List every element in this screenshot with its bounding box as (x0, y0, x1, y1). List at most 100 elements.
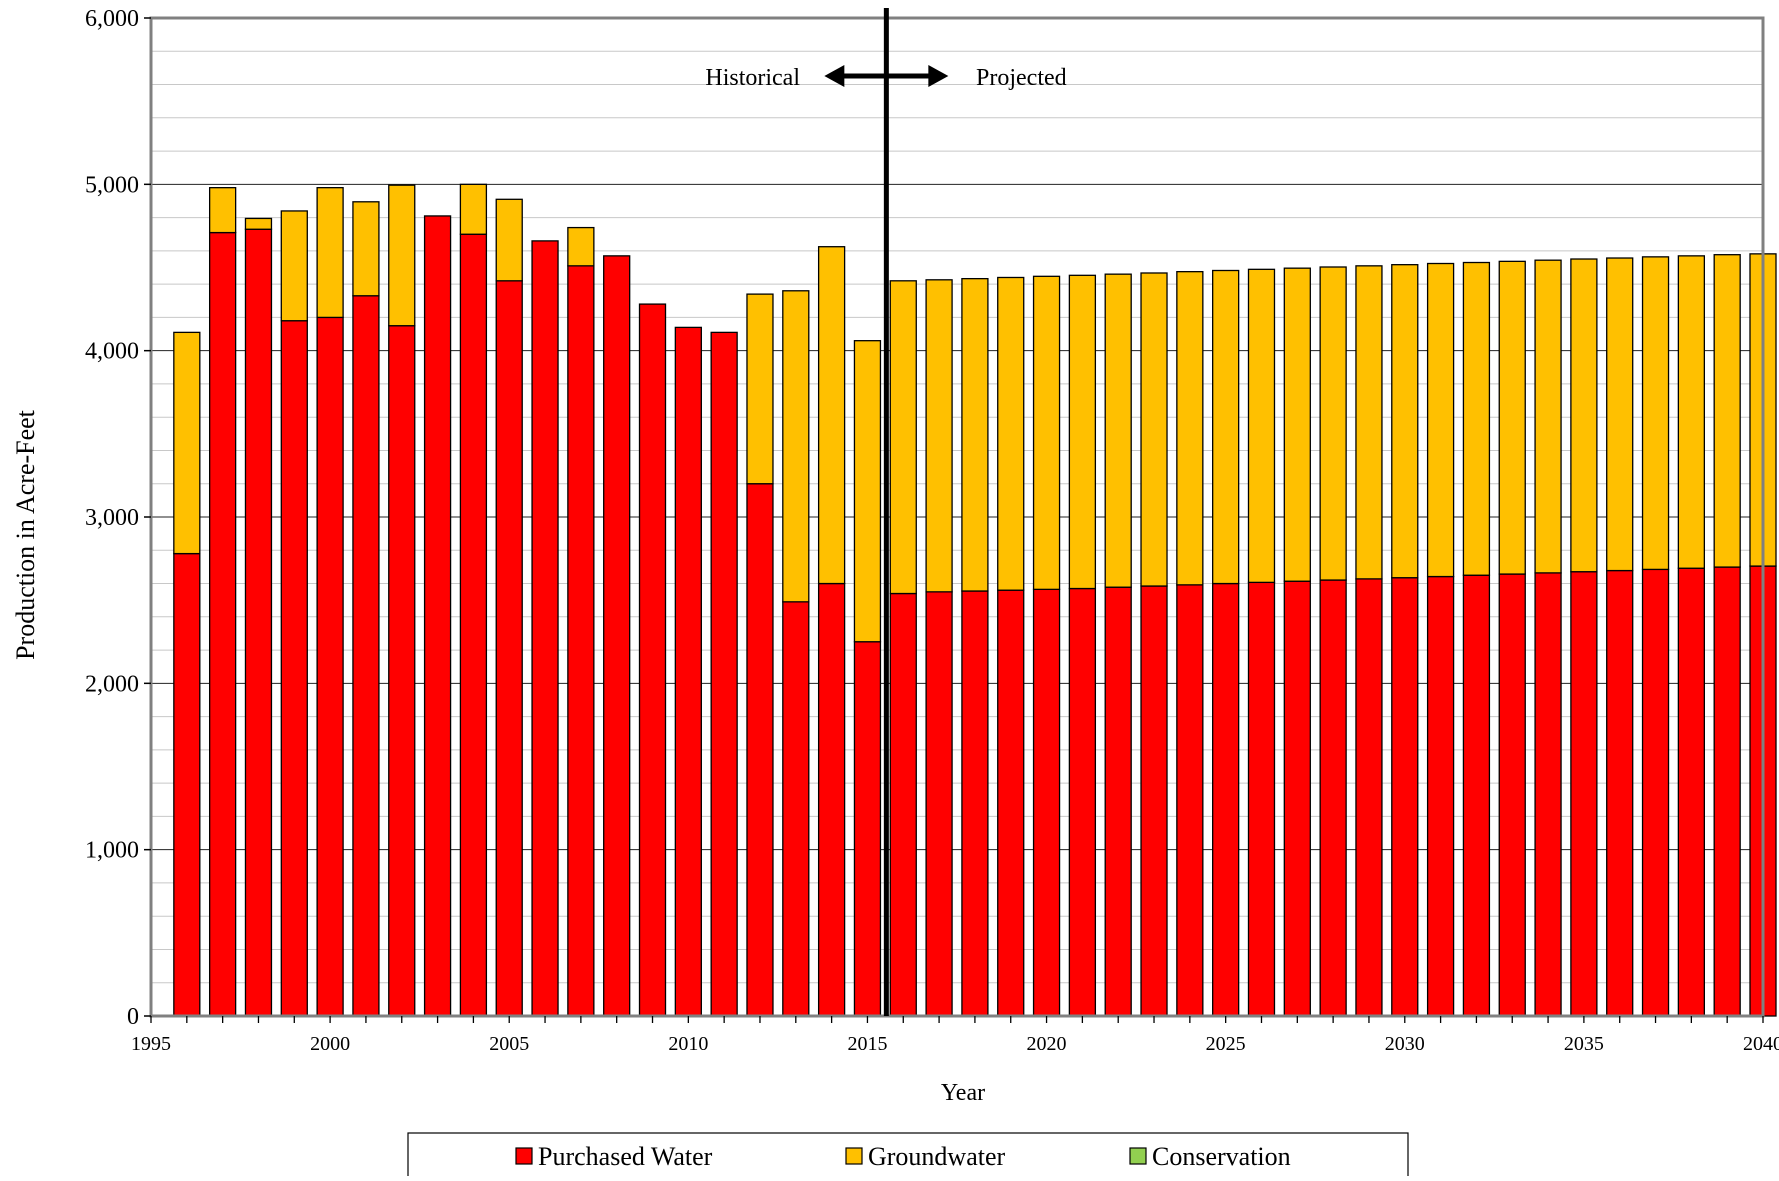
bar-purchased-water-2017 (925, 591, 953, 1017)
bar-purchased-water-2026 (1247, 581, 1276, 1017)
bar-purchased-water-2015 (853, 641, 882, 1017)
y-tick-label: 0 (127, 1004, 139, 1030)
bar-purchased-water-2024 (1176, 584, 1204, 1017)
bar-groundwater-2033 (1498, 260, 1526, 575)
bar-groundwater-2032 (1462, 261, 1491, 576)
x-tick-label: 2025 (1206, 1033, 1246, 1055)
projected-label: Projected (976, 65, 1067, 91)
bar-purchased-water-2025 (1212, 582, 1240, 1017)
bar-purchased-water-2009 (638, 303, 667, 1017)
legend-label-groundwater: Groundwater (868, 1142, 1006, 1171)
legend: Purchased Water Groundwater Conservation (407, 1132, 1409, 1181)
bar-purchased-water-2021 (1068, 587, 1097, 1017)
bar-purchased-water-2012 (746, 483, 774, 1017)
bar-purchased-water-2007 (567, 265, 595, 1017)
bar-groundwater-1996 (173, 331, 201, 555)
bar-groundwater-2028 (1319, 266, 1347, 581)
bar-purchased-water-2005 (495, 280, 523, 1017)
legend-swatch-groundwater (845, 1147, 863, 1165)
arrow-left-head (824, 65, 845, 87)
bar-groundwater-2035 (1570, 258, 1598, 573)
x-tick-label: 2015 (847, 1033, 887, 1055)
bar-purchased-water-2037 (1641, 568, 1670, 1017)
bar-purchased-water-1998 (244, 228, 273, 1017)
bar-groundwater-1999 (280, 210, 308, 322)
bar-groundwater-2034 (1534, 259, 1562, 574)
bar-groundwater-2016 (889, 280, 917, 595)
bar-groundwater-2004 (459, 183, 488, 235)
bar-purchased-water-2023 (1140, 585, 1168, 1017)
legend-label-conservation: Conservation (1152, 1142, 1291, 1171)
y-tick-label: 2,000 (85, 671, 139, 697)
bar-purchased-water-2031 (1426, 575, 1455, 1017)
bar-purchased-water-2013 (782, 601, 810, 1017)
bar-purchased-water-2036 (1606, 569, 1634, 1017)
historical-label: Historical (705, 65, 800, 91)
bar-purchased-water-2019 (997, 589, 1025, 1017)
legend-swatch-conservation (1129, 1147, 1147, 1165)
y-axis-title: Production in Acre-Feet (11, 409, 40, 660)
bar-groundwater-2002 (388, 184, 416, 327)
x-tick-label: 2035 (1564, 1033, 1604, 1055)
x-tick-label: 2010 (668, 1033, 708, 1055)
bar-purchased-water-2016 (889, 592, 917, 1017)
bar-groundwater-2020 (1032, 275, 1061, 591)
bar-groundwater-2023 (1140, 272, 1168, 587)
legend-box (407, 1132, 1409, 1181)
bar-groundwater-2012 (746, 293, 774, 485)
bar-groundwater-2017 (925, 279, 953, 593)
bar-purchased-water-1999 (280, 320, 308, 1017)
bar-groundwater-2013 (782, 290, 810, 603)
y-tick-label: 6,000 (85, 6, 139, 32)
x-tick-label: 1995 (131, 1033, 171, 1055)
bar-purchased-water-2033 (1498, 573, 1526, 1017)
bar-groundwater-2007 (567, 226, 595, 267)
bar-groundwater-2014 (817, 246, 846, 585)
y-tick-label: 4,000 (85, 339, 139, 365)
bar-purchased-water-2020 (1032, 588, 1061, 1017)
arrow-right-head (928, 65, 949, 87)
bar-purchased-water-1997 (208, 231, 237, 1017)
bar-purchased-water-2003 (423, 215, 452, 1017)
bar-groundwater-2000 (316, 187, 344, 319)
bar-groundwater-2005 (495, 198, 523, 282)
labels-layer: Year Production in Acre-Feet (11, 409, 985, 1106)
bar-purchased-water-2018 (961, 590, 989, 1017)
bar-groundwater-2039 (1713, 254, 1741, 568)
bar-groundwater-1998 (244, 217, 273, 230)
bar-purchased-water-2001 (352, 295, 380, 1017)
x-tick-label: 2040 (1743, 1033, 1779, 1055)
bar-purchased-water-2038 (1677, 567, 1706, 1017)
bar-purchased-water-1996 (173, 552, 201, 1017)
bar-purchased-water-2022 (1104, 586, 1132, 1017)
bar-purchased-water-2004 (459, 233, 488, 1017)
bar-groundwater-2036 (1606, 257, 1634, 572)
annotation-layer: Historical Projected (705, 8, 1067, 1016)
bars-layer (173, 183, 1777, 1017)
bar-groundwater-2001 (352, 201, 380, 297)
bar-purchased-water-2006 (531, 240, 559, 1017)
x-tick-label: 2020 (1027, 1033, 1067, 1055)
bar-purchased-water-2010 (674, 326, 702, 1017)
bar-purchased-water-2002 (388, 325, 416, 1017)
bar-groundwater-2019 (997, 276, 1025, 591)
y-tick-label: 3,000 (85, 505, 139, 531)
bar-groundwater-2027 (1283, 267, 1311, 582)
legend-swatch-purchased-water (515, 1147, 533, 1165)
bar-purchased-water-2029 (1355, 578, 1383, 1017)
x-axis-title: Year (941, 1080, 985, 1106)
bar-groundwater-2026 (1247, 268, 1276, 584)
bar-groundwater-2031 (1426, 262, 1455, 578)
axes-layer: 0 1,000 2,000 3,000 4,000 5,000 6,000 1995 2000 2… (85, 6, 1779, 1055)
bar-groundwater-2021 (1068, 274, 1097, 590)
bar-groundwater-2029 (1355, 265, 1383, 580)
x-tick-label: 2000 (310, 1033, 350, 1055)
legend-label-purchased-water: Purchased Water (538, 1142, 713, 1171)
bar-groundwater-2030 (1391, 264, 1419, 579)
bar-purchased-water-2000 (316, 316, 344, 1017)
bar-purchased-water-2035 (1570, 571, 1598, 1017)
x-tick-label: 2030 (1385, 1033, 1425, 1055)
bar-purchased-water-2014 (817, 582, 846, 1017)
